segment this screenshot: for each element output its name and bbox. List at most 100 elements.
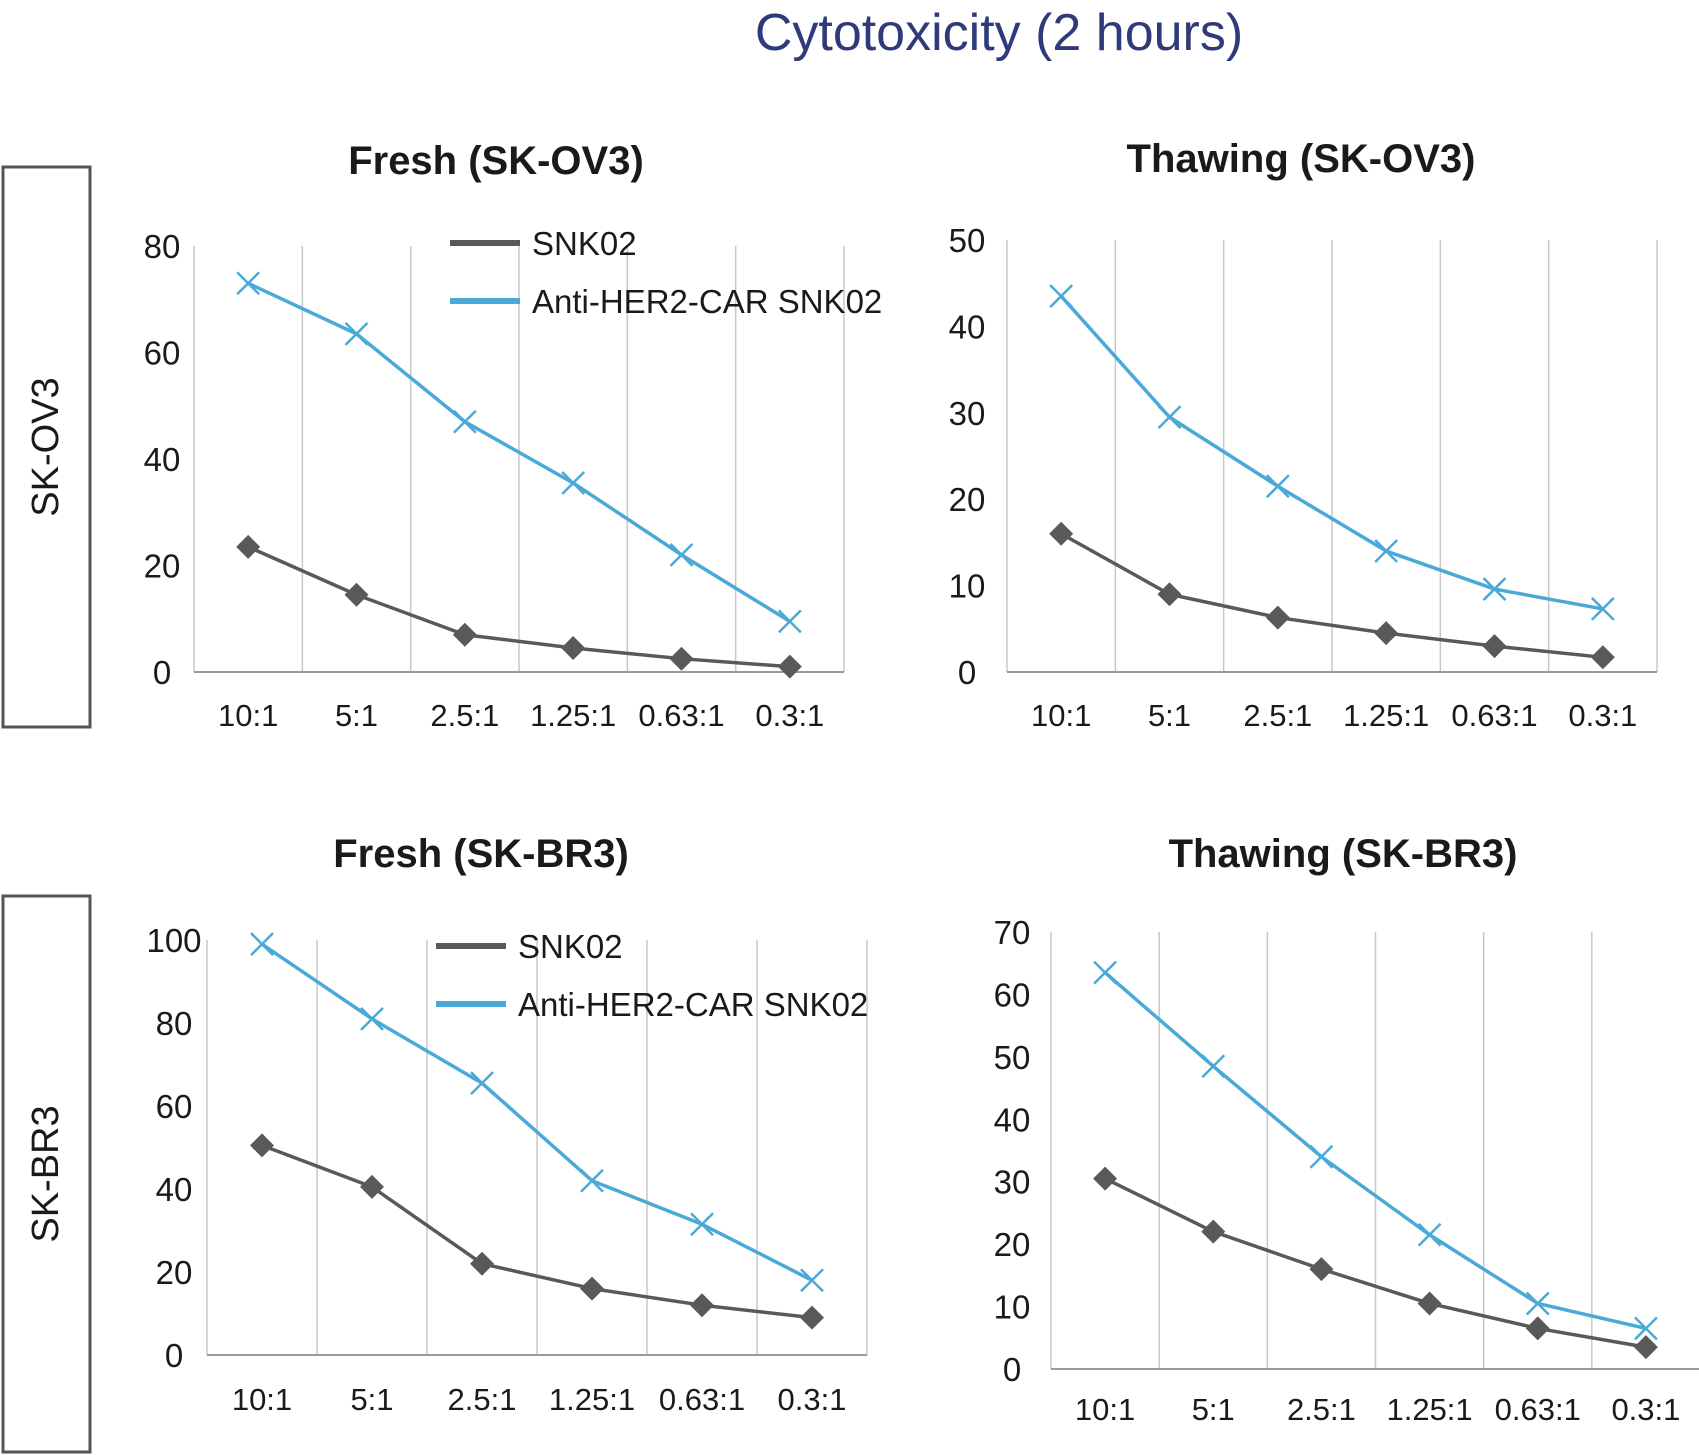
chart-legend: SNK02 Anti-HER2-CAR SNK02 (450, 225, 882, 320)
y-tick-label: 60 (144, 335, 181, 372)
series-anti-her2-car-snk02 (250, 932, 824, 1293)
chart-1: Fresh (SK-OV3) 0 20 40 60 80 10:1 5:1 2.5:1 1.25:… (144, 139, 883, 733)
series-line (261, 942, 813, 1282)
x-tick-label: 2.5:1 (1243, 698, 1312, 733)
y-tick-label: 10 (949, 568, 986, 605)
x-tick-label: 10:1 (218, 698, 278, 733)
data-point-diamond (561, 636, 586, 661)
chart-legend: SNK02 Anti-HER2-CAR SNK02 (436, 928, 868, 1023)
data-point-x (690, 1212, 714, 1237)
data-point-diamond (236, 534, 261, 559)
charts-group: Fresh (SK-OV3) 0 20 40 60 80 10:1 5:1 2.5:1 1.25:… (144, 137, 1699, 1427)
data-point-diamond (1482, 634, 1507, 659)
data-point-x (1417, 1222, 1442, 1247)
x-tick-label: 0.63:1 (1451, 698, 1537, 733)
data-point-diamond (250, 1133, 274, 1158)
data-point-diamond (1093, 1166, 1118, 1191)
data-point-x (1309, 1144, 1334, 1169)
y-tick-label: 100 (146, 922, 201, 959)
data-point-x (1590, 597, 1615, 621)
row-label-box-sk-br3: SK-BR3 (1, 894, 92, 1454)
series-line (1104, 1177, 1647, 1349)
data-point-x (800, 1268, 824, 1293)
data-point-x (1634, 1316, 1658, 1341)
data-point-diamond (1417, 1291, 1442, 1316)
y-tick-label: 20 (994, 1226, 1031, 1263)
data-point-x (1374, 539, 1399, 563)
data-point-diamond (800, 1305, 824, 1330)
y-tick-label: 60 (994, 976, 1031, 1013)
y-tick-label: 30 (949, 395, 986, 432)
legend-label: SNK02 (532, 225, 637, 262)
y-tick-label: 80 (144, 228, 181, 265)
data-point-diamond (690, 1293, 714, 1318)
data-point-diamond (1633, 1335, 1658, 1360)
figure-title: Cytotoxicity (2 hours) (755, 4, 1243, 62)
data-point-x (1157, 405, 1182, 430)
data-point-x (1093, 960, 1117, 985)
data-point-x (1049, 284, 1074, 309)
data-point-x (236, 271, 261, 296)
x-tick-label: 2.5:1 (1287, 1392, 1356, 1427)
y-tick-label: 80 (156, 1005, 193, 1042)
row-label-frame (1, 165, 92, 729)
x-tick-label: 10:1 (1031, 698, 1091, 733)
row-label-frame (1, 894, 92, 1454)
x-tick-label: 0.63:1 (1495, 1392, 1581, 1427)
data-point-diamond (777, 654, 802, 679)
data-point-diamond (1157, 582, 1182, 607)
data-point-x (360, 1006, 384, 1031)
x-tick-label: 5:1 (1148, 698, 1191, 733)
data-point-diamond (1525, 1316, 1550, 1341)
series-snk02 (1093, 1166, 1658, 1360)
data-point-x (1265, 474, 1290, 499)
x-tick-label: 10:1 (1075, 1392, 1135, 1427)
x-tick-label: 5:1 (1192, 1392, 1235, 1427)
chart-2: Thawing (SK-OV3) 0 10 20 30 40 50 10:1 5:1 2.5:1 1… (949, 137, 1658, 733)
x-tick-label: 5:1 (350, 1382, 393, 1417)
y-tick-label: 20 (144, 548, 181, 585)
series-anti-her2-car-snk02 (236, 271, 802, 634)
y-tick-label: 20 (949, 481, 986, 518)
series-line (1060, 532, 1604, 660)
data-point-diamond (580, 1276, 604, 1301)
data-point-diamond (1374, 621, 1399, 646)
y-tick-label: 50 (949, 222, 986, 259)
data-point-x (1201, 1054, 1226, 1079)
y-tick-label: 10 (994, 1289, 1031, 1326)
y-tick-label: 40 (144, 441, 181, 478)
data-point-diamond (669, 646, 694, 671)
legend-label: SNK02 (518, 928, 623, 965)
y-tick-label: 60 (156, 1088, 193, 1125)
x-tick-label: 0.63:1 (659, 1382, 745, 1417)
data-point-diamond (1265, 605, 1290, 630)
row-label-sk-br3: SK-BR3 (25, 1105, 67, 1242)
legend-label: Anti-HER2-CAR SNK02 (518, 986, 868, 1023)
row-label-sk-ov3: SK-OV3 (25, 377, 67, 516)
y-tick-label: 40 (994, 1101, 1031, 1138)
data-point-diamond (470, 1251, 494, 1276)
y-tick-label: 70 (994, 914, 1031, 951)
y-tick-label: 0 (1003, 1351, 1021, 1388)
x-tick-label: 1.25:1 (1343, 698, 1429, 733)
data-point-x (777, 609, 802, 634)
x-tick-label: 1.25:1 (1386, 1392, 1472, 1427)
data-point-x (452, 409, 477, 434)
y-tick-label: 0 (165, 1337, 183, 1374)
series-line (1103, 971, 1647, 1331)
x-tick-label: 0.3:1 (755, 698, 824, 733)
series-snk02 (1049, 521, 1615, 670)
series-anti-her2-car-snk02 (1049, 284, 1615, 621)
x-tick-label: 1.25:1 (530, 698, 616, 733)
data-point-diamond (360, 1174, 384, 1199)
chart-title: Fresh (SK-OV3) (348, 139, 644, 183)
data-point-diamond (1049, 521, 1074, 546)
series-line (247, 545, 790, 669)
x-tick-label: 2.5:1 (448, 1382, 517, 1417)
x-tick-label: 0.3:1 (778, 1382, 847, 1417)
y-tick-label: 0 (153, 654, 171, 691)
data-point-x (561, 471, 586, 495)
data-point-diamond (452, 622, 477, 647)
data-point-diamond (344, 582, 369, 607)
